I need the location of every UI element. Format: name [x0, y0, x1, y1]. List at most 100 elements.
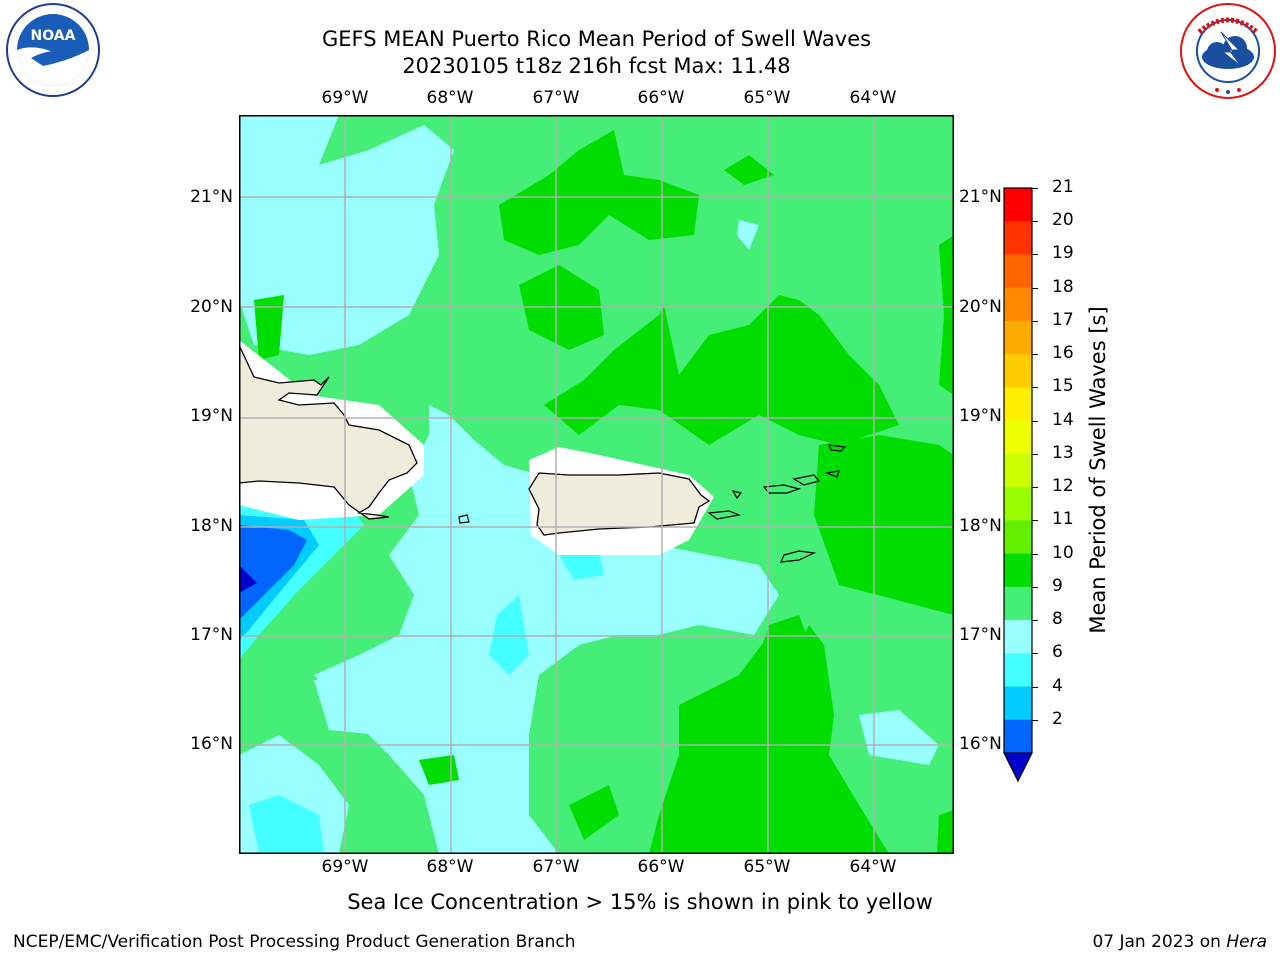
colorbar-tick-mark: [1032, 420, 1038, 422]
colorbar-tick-mark: [1032, 188, 1038, 189]
colorbar-tick-label: 20: [1052, 210, 1074, 231]
lat-label-right: 21°N: [959, 187, 1002, 207]
colorbar-tick-mark: [1032, 553, 1038, 555]
chart-subtitle: 20230105 t18z 216h fcst Max: 11.48: [402, 54, 791, 78]
st-croix-island: [780, 550, 817, 563]
colorbar-segment: [1004, 586, 1032, 621]
colorbar-tick-label: 2: [1052, 708, 1063, 729]
colorbar-tick-mark: [1032, 221, 1038, 223]
swell-field-10-11: [937, 810, 954, 854]
colorbar-tick-mark: [1032, 686, 1038, 688]
colorbar-tick-label: 4: [1052, 675, 1063, 696]
colorbar-tick-label: 8: [1052, 609, 1063, 630]
colorbar-segment: [1004, 320, 1032, 355]
swell-field-8-9: [239, 115, 454, 355]
colorbar-tick-mark: [1032, 653, 1038, 655]
footer-date-text: 07 Jan 2023 on: [1092, 932, 1227, 952]
swell-field-8-9: [859, 710, 939, 765]
swell-field-8-9: [314, 675, 419, 735]
footer-host: Hera: [1226, 932, 1267, 952]
lon-label-top: 68°W: [426, 88, 474, 108]
colorbar: [1003, 187, 1033, 783]
colorbar-tick-mark: [1032, 354, 1038, 356]
colorbar-tick-label: 21: [1052, 177, 1074, 197]
lon-label-top: 65°W: [743, 88, 791, 108]
colorbar-segment: [1004, 420, 1032, 455]
colorbar-segment: [1004, 354, 1032, 388]
colorbar-segment: [1004, 221, 1032, 255]
lon-label-bottom: 66°W: [637, 857, 685, 877]
lat-label-left: 16°N: [190, 734, 233, 754]
lon-label-bottom: 69°W: [321, 857, 369, 877]
colorbar-segment: [1004, 453, 1032, 488]
colorbar-extend-triangle: [1004, 753, 1032, 781]
colorbar-segment: [1004, 719, 1032, 754]
swell-field-6-8: [489, 595, 529, 675]
swell-field-10-11: [939, 235, 954, 395]
swell-field-6-8: [559, 550, 604, 580]
colorbar-tick-label: 16: [1052, 343, 1074, 364]
colorbar-tick-mark: [1032, 254, 1038, 256]
swell-field-2-4: [239, 525, 307, 620]
mona-island: [458, 514, 470, 524]
lat-label-right: 20°N: [959, 297, 1002, 317]
colorbar-tick-mark: [1032, 487, 1038, 489]
swell-field-10-11: [254, 295, 284, 360]
lon-label-bottom: 64°W: [849, 857, 897, 877]
swell-field-10-11: [544, 295, 899, 445]
nws-logo: [1180, 3, 1276, 99]
colorbar-tick-label: 15: [1052, 376, 1074, 397]
swell-field-10-11: [719, 805, 759, 835]
colorbar-segment: [1004, 254, 1032, 289]
colorbar-segment: [1004, 487, 1032, 521]
colorbar-tick-label: 19: [1052, 243, 1074, 264]
colorbar-tick-mark: [1032, 520, 1038, 522]
hispaniola-land: [239, 344, 418, 520]
colorbar-segment: [1004, 553, 1032, 588]
colorbar-segment: [1004, 387, 1032, 422]
chart-title: GEFS MEAN Puerto Rico Mean Period of Swe…: [321, 27, 872, 51]
lon-label-bottom: 65°W: [743, 857, 791, 877]
swell-field-8-9: [314, 405, 779, 854]
colorbar-tick-mark: [1032, 719, 1038, 721]
colorbar-segment: [1004, 188, 1032, 222]
swell-field-8-9: [737, 220, 759, 250]
noaa-logo: NOAA: [6, 3, 100, 97]
lat-label-right: 16°N: [959, 734, 1002, 754]
colorbar-tick-mark: [1032, 453, 1038, 455]
colorbar-tick-mark: [1032, 620, 1038, 622]
colorbar-tick-mark: [1032, 320, 1038, 322]
colorbar-tick-label: 12: [1052, 476, 1074, 497]
lon-label-bottom: 67°W: [532, 857, 580, 877]
colorbar-segment: [1004, 520, 1032, 555]
colorbar-tick-mark: [1032, 387, 1038, 389]
lat-label-left: 18°N: [190, 516, 233, 536]
colorbar-tick-label: 9: [1052, 575, 1063, 596]
lat-label-right: 18°N: [959, 516, 1002, 536]
swell-field-6-8: [249, 795, 324, 854]
lon-label-top: 66°W: [637, 88, 685, 108]
colorbar-tick-label: 18: [1052, 276, 1074, 297]
map-frame: [239, 115, 954, 854]
colorbar-label: Mean Period of Swell Waves [s]: [1086, 306, 1110, 634]
lat-label-right: 17°N: [959, 625, 1002, 645]
swell-field-10-11: [569, 785, 619, 840]
swell-field-10-11: [419, 755, 459, 785]
colorbar-segment: [1004, 686, 1032, 721]
colorbar-segment: [1004, 653, 1032, 688]
puerto-rico-land: [528, 472, 711, 536]
swell-field-10-11: [499, 130, 699, 255]
lat-label-left: 21°N: [190, 187, 233, 207]
lon-label-top: 69°W: [321, 88, 369, 108]
colorbar-segment: [1004, 620, 1032, 654]
lon-label-top: 67°W: [532, 88, 580, 108]
colorbar-tick-label: 14: [1052, 409, 1074, 430]
lat-label-left: 17°N: [190, 625, 233, 645]
lon-label-bottom: 68°W: [426, 857, 474, 877]
lat-label-right: 19°N: [959, 406, 1002, 426]
sea-ice-note: Sea Ice Concentration > 15% is shown in …: [347, 890, 933, 914]
colorbar-tick-label: 11: [1052, 509, 1074, 530]
anegada-island: [828, 444, 847, 452]
lat-label-left: 20°N: [190, 297, 233, 317]
swell-field-10-11: [724, 155, 774, 185]
